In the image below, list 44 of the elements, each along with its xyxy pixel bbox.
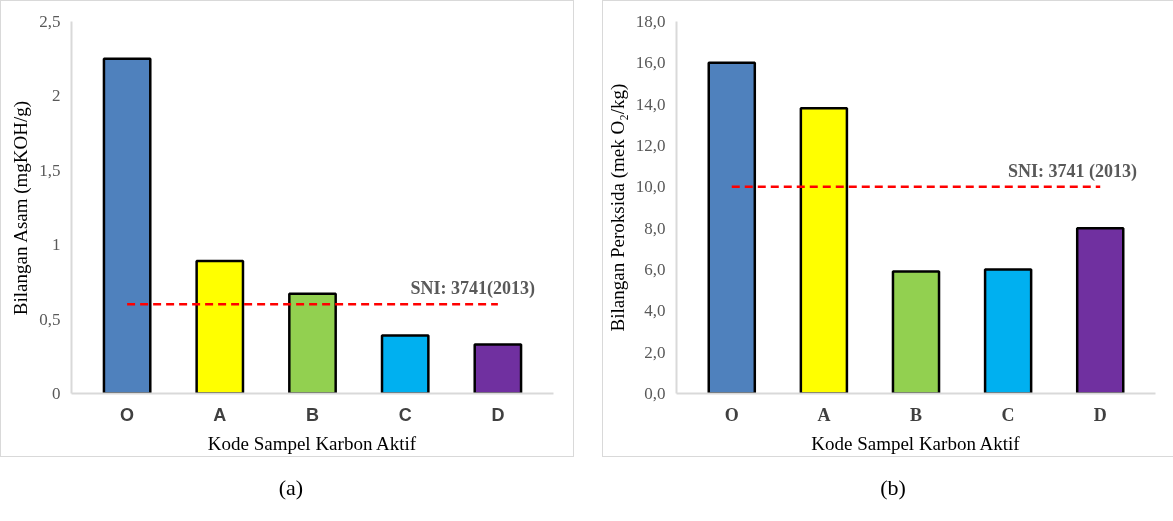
x-tick-label: D: [1093, 404, 1107, 425]
bar: [380, 334, 430, 394]
x-tick-label: C: [1001, 404, 1015, 425]
y-tick-label: 0,0: [644, 384, 666, 403]
x-tick-label: B: [306, 404, 319, 425]
x-tick-label: O: [724, 404, 739, 425]
bar: [1075, 226, 1125, 394]
y-axis-title: Bilangan Asam (mgKOH/g): [10, 100, 33, 316]
text: (a): [278, 474, 304, 502]
y-tick-label: 2,5: [39, 12, 61, 31]
y-tick-label: 0: [52, 384, 61, 403]
bar: [799, 107, 849, 394]
y-tick-label: 1: [52, 235, 61, 255]
x-axis-title: Kode Sampel Karbon Aktif: [811, 432, 1021, 454]
x-tick-label: A: [213, 404, 227, 425]
bar: [473, 343, 523, 394]
y-tick-label: 0,5: [39, 309, 61, 329]
y-tick-label: 14,0: [635, 94, 666, 114]
y-axis-title: Bilangan Peroksida (mek O₂/kg): [606, 83, 629, 332]
bar: [707, 61, 757, 394]
bar: [102, 57, 152, 394]
bar: [983, 268, 1033, 394]
annotation: SNI: 3741(2013): [410, 278, 535, 300]
text: (b): [880, 474, 906, 502]
bar: [195, 259, 245, 394]
y-tick-label: 1,5: [39, 160, 61, 180]
y-tick-label: 2: [52, 86, 61, 106]
x-tick-label: A: [817, 404, 831, 425]
bar: [891, 270, 941, 394]
x-tick-label: B: [910, 404, 923, 425]
x-axis-title: Kode Sampel Karbon Aktif: [207, 432, 417, 454]
x-tick-label: D: [491, 404, 505, 425]
x-tick-label: C: [398, 404, 412, 425]
annotation: SNI: 3741 (2013): [1008, 160, 1138, 182]
y-tick-label: 10,0: [635, 177, 666, 197]
x-tick-label: O: [120, 404, 135, 425]
y-tick-label: 2,0: [644, 342, 666, 362]
y-tick-label: 16,0: [635, 53, 666, 73]
y-tick-label: 4,0: [644, 301, 666, 321]
bar: [288, 292, 337, 394]
y-tick-label: 12,0: [635, 136, 666, 155]
y-tick-label: 18,0: [635, 12, 666, 31]
y-tick-label: 6,0: [644, 260, 666, 279]
y-tick-label: 8,0: [644, 218, 666, 238]
